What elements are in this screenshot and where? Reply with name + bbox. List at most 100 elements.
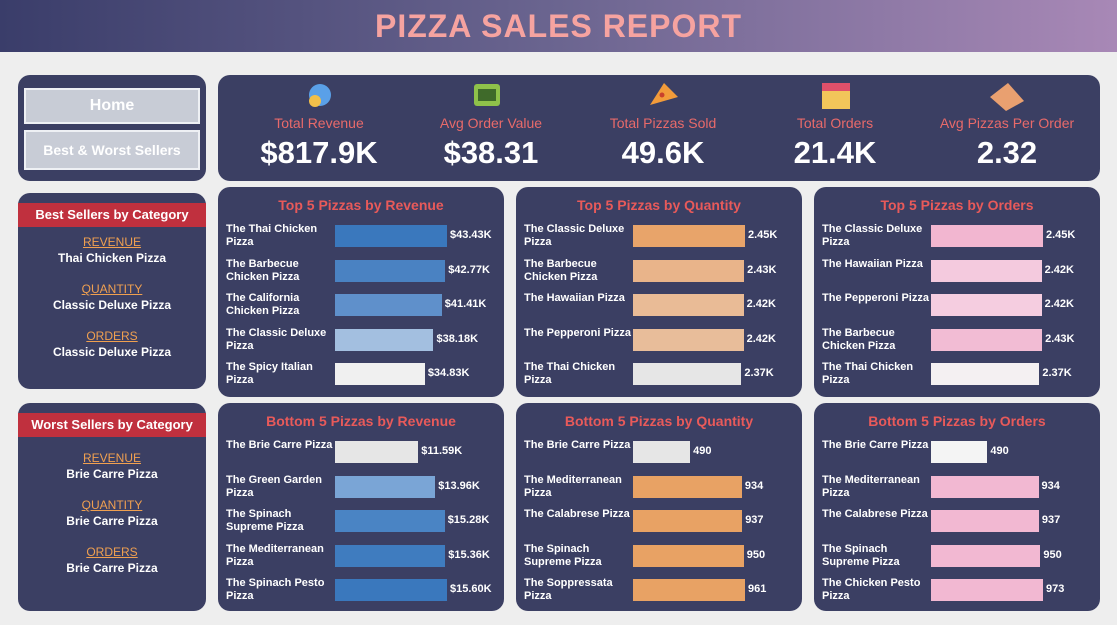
kpi-value: $817.9K <box>260 135 378 170</box>
bar <box>931 259 1042 282</box>
category-label: The Thai Chicken Pizza <box>822 361 914 386</box>
value-label: $15.28K <box>447 514 490 526</box>
chart-panel: Bottom 5 Pizzas by Quantity The Brie Carr… <box>516 403 802 611</box>
seller-item: ORDERS Classic Deluxe Pizza <box>18 329 206 359</box>
seller-item: ORDERS Brie Carre Pizza <box>18 545 206 575</box>
bar <box>335 544 446 567</box>
category-label: The Chicken Pesto Pizza <box>822 577 921 602</box>
category-label: The Classic Deluxe Pizza <box>524 223 625 248</box>
chart-panel: Bottom 5 Pizzas by Revenue The Brie Carre… <box>218 403 504 611</box>
category-label: The Thai Chicken Pizza <box>524 361 616 386</box>
seller-value: Brie Carre Pizza <box>66 514 158 528</box>
category-label: The Hawaiian Pizza <box>822 257 923 270</box>
header: PIZZA SALES REPORT <box>0 0 1117 52</box>
chart-title: Bottom 5 Pizzas by Orders <box>868 413 1046 429</box>
bar <box>633 579 745 601</box>
category-label: The Classic Deluxe Pizza <box>226 326 327 352</box>
seller-value: Thai Chicken Pizza <box>57 251 167 265</box>
bar <box>633 294 744 316</box>
bar <box>931 475 1039 498</box>
value-label: 937 <box>745 514 764 526</box>
value-label: 937 <box>1041 514 1061 526</box>
bar <box>335 510 445 532</box>
value-label: 2.37K <box>1042 367 1072 379</box>
category-label: The Mediterranean Pizza <box>822 473 920 499</box>
kpi-value: 2.32 <box>976 135 1038 170</box>
kpi: Avg Order Value $38.31 <box>406 75 576 181</box>
bar <box>931 225 1043 247</box>
seller-item: QUANTITY Brie Carre Pizza <box>18 498 206 528</box>
kpi: Avg Pizzas Per Order 2.32 <box>922 75 1092 181</box>
category-label: The Spinach Supreme Pizza <box>524 542 602 568</box>
bar <box>633 363 742 385</box>
value-label: $13.96K <box>438 479 480 492</box>
seller-label: QUANTITY <box>81 498 143 512</box>
section-tag: Worst Sellers by Category <box>18 413 206 437</box>
bar <box>931 363 1040 385</box>
seller-item: REVENUE Brie Carre Pizza <box>18 451 206 481</box>
chart-title: Top 5 Pizzas by Revenue <box>278 197 444 213</box>
bar <box>335 441 419 463</box>
category-label: The Mediterranean Pizza <box>524 473 622 499</box>
kpi-label: Total Orders <box>796 115 874 131</box>
bar <box>633 475 742 498</box>
bar <box>335 363 425 385</box>
section-tag: Best Sellers by Category <box>18 203 206 227</box>
chart-title: Top 5 Pizzas by Orders <box>880 197 1034 213</box>
bar <box>931 328 1043 351</box>
kpi-panel: Total Revenue $817.9K Avg Order Value $38.3… <box>218 75 1100 181</box>
kpi-value: 21.4K <box>793 135 877 170</box>
category-label: The Brie Carre Pizza <box>822 439 929 451</box>
value-label: 2.43K <box>747 263 777 276</box>
bar <box>633 510 743 532</box>
value-label: 2.45K <box>748 229 778 241</box>
nav-button[interactable]: Best & Worst Sellers <box>24 130 200 170</box>
value-label: $42.77K <box>448 263 490 276</box>
category-label: The Brie Carre Pizza <box>226 439 333 451</box>
category-label: The Barbecue Chicken Pizza <box>822 326 896 352</box>
worst-sellers-panel: Worst Sellers by Category REVENUE Brie Car… <box>18 403 206 611</box>
kpi: Total Orders 21.4K <box>750 75 920 181</box>
value-label: 961 <box>748 583 767 595</box>
value-label: 934 <box>1041 479 1060 492</box>
kpi: Total Pizzas Sold 49.6K <box>578 75 748 181</box>
value-label: $11.59K <box>421 445 463 457</box>
bar <box>335 579 447 601</box>
category-label: The Brie Carre Pizza <box>524 439 631 451</box>
seller-value: Brie Carre Pizza <box>66 467 158 481</box>
category-label: The California Chicken Pizza <box>226 292 300 317</box>
chart-panel: Top 5 Pizzas by Revenue The Thai Chicken … <box>218 187 504 397</box>
value-label: $43.43K <box>450 229 492 241</box>
category-label: The Spinach Pesto Pizza <box>226 577 325 602</box>
bar <box>335 328 434 351</box>
value-label: 950 <box>746 548 766 561</box>
value-label: 490 <box>693 445 712 457</box>
best-sellers-panel: Best Sellers by Category REVENUE Thai Chic… <box>18 193 206 389</box>
category-label: The Hawaiian Pizza <box>524 292 625 304</box>
category-label: The Thai Chicken Pizza <box>226 223 318 248</box>
kpi-value: $38.31 <box>443 135 539 170</box>
nav-button[interactable]: Home <box>24 88 200 124</box>
seller-item: REVENUE Thai Chicken Pizza <box>18 235 206 265</box>
category-label: The Classic Deluxe Pizza <box>822 223 923 248</box>
bar <box>633 225 745 247</box>
value-label: $34.83K <box>427 367 470 379</box>
category-label: The Spinach Supreme Pizza <box>226 508 304 533</box>
chart-panel: Bottom 5 Pizzas by Orders The Brie Carre … <box>814 403 1100 611</box>
bar <box>931 579 1043 601</box>
seller-value: Brie Carre Pizza <box>66 561 158 575</box>
kpi-label: Total Pizzas Sold <box>609 115 717 131</box>
bar <box>335 225 447 247</box>
category-label: The Spicy Italian Pizza <box>226 361 313 386</box>
category-label: The Calabrese Pizza <box>524 508 630 520</box>
bar <box>335 294 442 316</box>
value-label: $38.18K <box>436 332 479 345</box>
value-label: $15.36K <box>448 548 490 561</box>
kpi: Total Revenue $817.9K <box>234 75 404 181</box>
bar <box>633 328 744 351</box>
value-label: 950 <box>1043 548 1062 561</box>
value-label: 2.42K <box>746 332 776 345</box>
seller-value: Classic Deluxe Pizza <box>52 345 172 359</box>
category-label: The Pepperoni Pizza <box>524 326 631 339</box>
value-label: 2.42K <box>1044 298 1074 310</box>
